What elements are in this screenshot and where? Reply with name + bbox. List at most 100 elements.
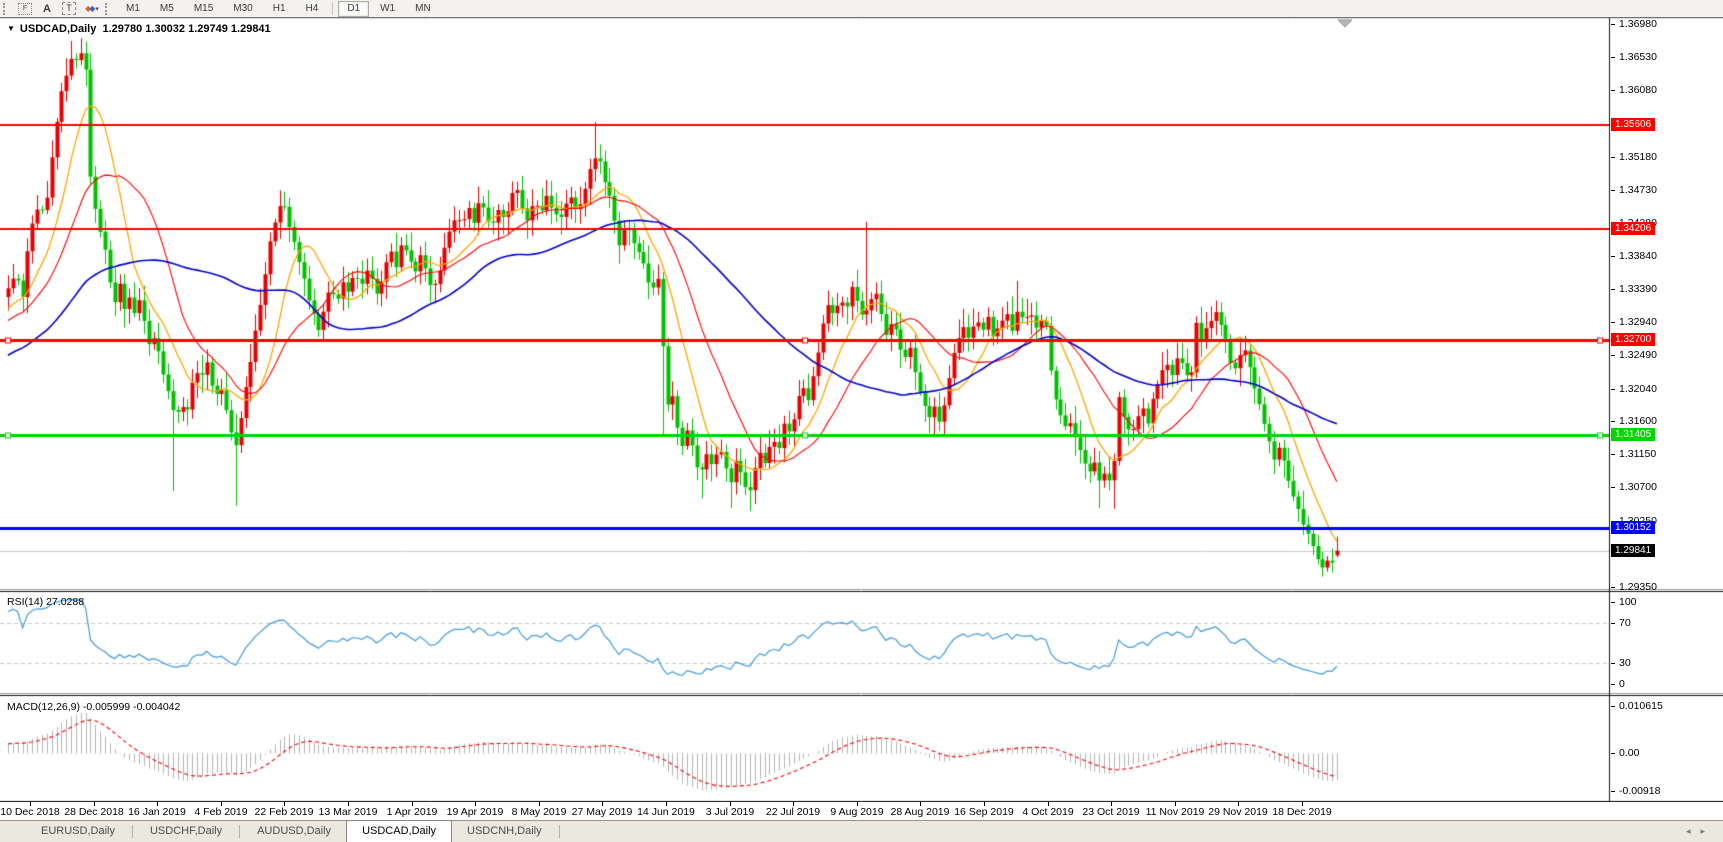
date-label: 8 May 2019	[511, 806, 567, 818]
price-scale-value: 1.32040	[1619, 382, 1657, 395]
tab-audusd[interactable]: AUDUSD,Daily	[257, 825, 332, 837]
price-scale-value: 1.34730	[1619, 184, 1657, 197]
chart-menu-triangle-icon[interactable]: ▼	[7, 24, 15, 33]
date-tick	[1302, 802, 1303, 806]
hline-price-label[interactable]: 1.35606	[1611, 118, 1656, 132]
date-tick	[1238, 802, 1239, 806]
chevron-down-icon: ▾	[95, 5, 98, 13]
price-tick-tick	[1611, 355, 1615, 357]
tab-scroll-left-icon[interactable]: ◂	[1685, 826, 1701, 836]
toolbar-gripper-2[interactable]	[105, 2, 111, 15]
price-tick-tick	[1611, 57, 1615, 59]
date-tick	[284, 802, 285, 806]
rsi-indicator-label: RSI(14) 27.0288	[7, 596, 85, 608]
date-label: 4 Oct 2019	[1022, 806, 1074, 818]
tab-eurusd[interactable]: EURUSD,Daily	[41, 825, 115, 837]
price-chart-canvas[interactable]	[0, 0, 1723, 802]
rsi-tick-tick	[1611, 684, 1615, 685]
timeframe-m30[interactable]: M30	[233, 2, 253, 14]
date-tick	[1111, 802, 1112, 806]
price-tick-tick	[1611, 24, 1615, 25]
timeframe-w1[interactable]: W1	[380, 2, 396, 14]
rsi-scale-value: 0	[1619, 678, 1625, 690]
timeframe-d1[interactable]: D1	[338, 0, 370, 17]
date-tick	[666, 802, 667, 806]
price-scale-value: 1.32490	[1619, 349, 1657, 362]
date-tick	[475, 802, 476, 806]
timeframe-mn[interactable]: MN	[415, 2, 431, 14]
timeframe-m15[interactable]: M15	[193, 2, 214, 14]
timeframe-group: M1 M5 M15 M30 H1 H4 D1 W1 MN	[116, 0, 441, 17]
date-tick	[539, 802, 540, 806]
date-label: 4 Feb 2019	[194, 806, 248, 818]
text-t-glyph: T	[62, 2, 76, 15]
tab-divider	[239, 825, 241, 838]
price-tick-tick	[1611, 587, 1615, 588]
timeframe-m1[interactable]: M1	[126, 2, 140, 14]
macd-tick-tick	[1611, 791, 1615, 792]
date-tick	[348, 802, 349, 806]
date-label: 1 Apr 2019	[386, 806, 438, 818]
tab-scroll-arrows[interactable]: ◂▸	[1686, 826, 1715, 837]
tab-usdchf[interactable]: USDCHF,Daily	[149, 825, 223, 837]
font-icon[interactable]: A	[37, 1, 57, 16]
date-tick	[1048, 802, 1049, 806]
date-tick	[1175, 802, 1176, 806]
rsi-tick-tick	[1611, 602, 1615, 603]
price-scale-value: 1.36530	[1619, 51, 1657, 64]
price-scale[interactable]: 1.36980 1.36530 1.36080 1.35180 1.34730 1.342…	[1611, 18, 1723, 802]
price-tick-tick	[1611, 454, 1615, 456]
chart-tab-bar: EURUSD,Daily USDCHF,Daily AUDUSD,Daily USDC…	[0, 820, 1723, 842]
autoscroll-f-icon[interactable]: F	[15, 1, 35, 16]
date-label: 22 Feb 2019	[254, 806, 314, 818]
macd-scale-value: -0.00918	[1619, 785, 1661, 797]
price-tick-tick	[1611, 388, 1615, 390]
price-scale-value: 1.32940	[1619, 316, 1657, 329]
price-tick-tick	[1611, 90, 1615, 92]
rsi-scale-value: 100	[1619, 596, 1637, 608]
date-label: 3 Jul 2019	[705, 806, 755, 818]
date-label: 13 Mar 2019	[318, 806, 378, 818]
macd-scale-value: 0.010615	[1619, 700, 1663, 712]
price-tick-tick	[1611, 156, 1615, 158]
price-scale-value: 1.36080	[1619, 84, 1657, 97]
date-label: 29 Nov 2019	[1208, 806, 1268, 818]
date-tick	[157, 802, 158, 806]
rsi-tick-tick	[1611, 623, 1615, 624]
hline-price-label[interactable]: 1.32700	[1611, 332, 1656, 346]
tab-usdcad[interactable]: USDCAD,Daily	[346, 820, 453, 842]
price-tick-tick	[1611, 288, 1615, 290]
date-label: 14 Jun 2019	[637, 806, 695, 818]
toolbar-gripper[interactable]	[3, 2, 9, 15]
date-label: 28 Dec 2018	[64, 806, 124, 818]
top-toolbar: F A T ◆ ◆ ▾ M1 M5 M15 M30 H1 H4 D1 W1 MN	[0, 0, 1723, 17]
price-tick-tick	[1611, 487, 1615, 489]
tab-usdcnh[interactable]: USDCNH,Daily	[467, 825, 542, 837]
rsi-scale-value: 30	[1619, 657, 1631, 669]
date-tick	[730, 802, 731, 806]
macd-indicator-label: MACD(12,26,9) -0.005999 -0.004042	[7, 701, 181, 713]
hline-price-label[interactable]: 1.34206	[1611, 221, 1656, 235]
date-label: 11 Nov 2019	[1145, 806, 1205, 818]
timeframe-h1[interactable]: H1	[272, 2, 286, 14]
price-tick-tick	[1611, 322, 1615, 324]
tab-divider	[558, 825, 560, 838]
tab-divider	[131, 825, 133, 838]
price-scale-value: 1.36980	[1619, 18, 1657, 30]
date-tick	[793, 802, 794, 806]
timeframe-m5[interactable]: M5	[159, 2, 174, 14]
chart-ohlc-values: 1.29780 1.30032 1.29749 1.29841	[102, 23, 271, 35]
text-label-icon[interactable]: T	[59, 1, 79, 16]
shapes-icon[interactable]: ◆ ◆ ▾	[81, 1, 101, 16]
hline-price-label[interactable]: 1.31405	[1611, 428, 1656, 442]
toolbar-separator	[332, 2, 334, 15]
price-scale-value: 1.31600	[1619, 414, 1657, 427]
chart-symbol-label: USDCAD,Daily	[19, 23, 97, 35]
hline-price-label[interactable]: 1.30152	[1611, 520, 1656, 534]
font-a-glyph: A	[43, 2, 51, 15]
time-axis[interactable]: 10 Dec 2018 28 Dec 2018 16 Jan 2019 4 Feb 2…	[0, 802, 1610, 820]
date-label: 16 Sep 2019	[954, 806, 1014, 818]
date-tick	[412, 802, 413, 806]
timeframe-h4[interactable]: H4	[305, 2, 319, 14]
tab-scroll-right-icon[interactable]: ▸	[1700, 826, 1715, 836]
